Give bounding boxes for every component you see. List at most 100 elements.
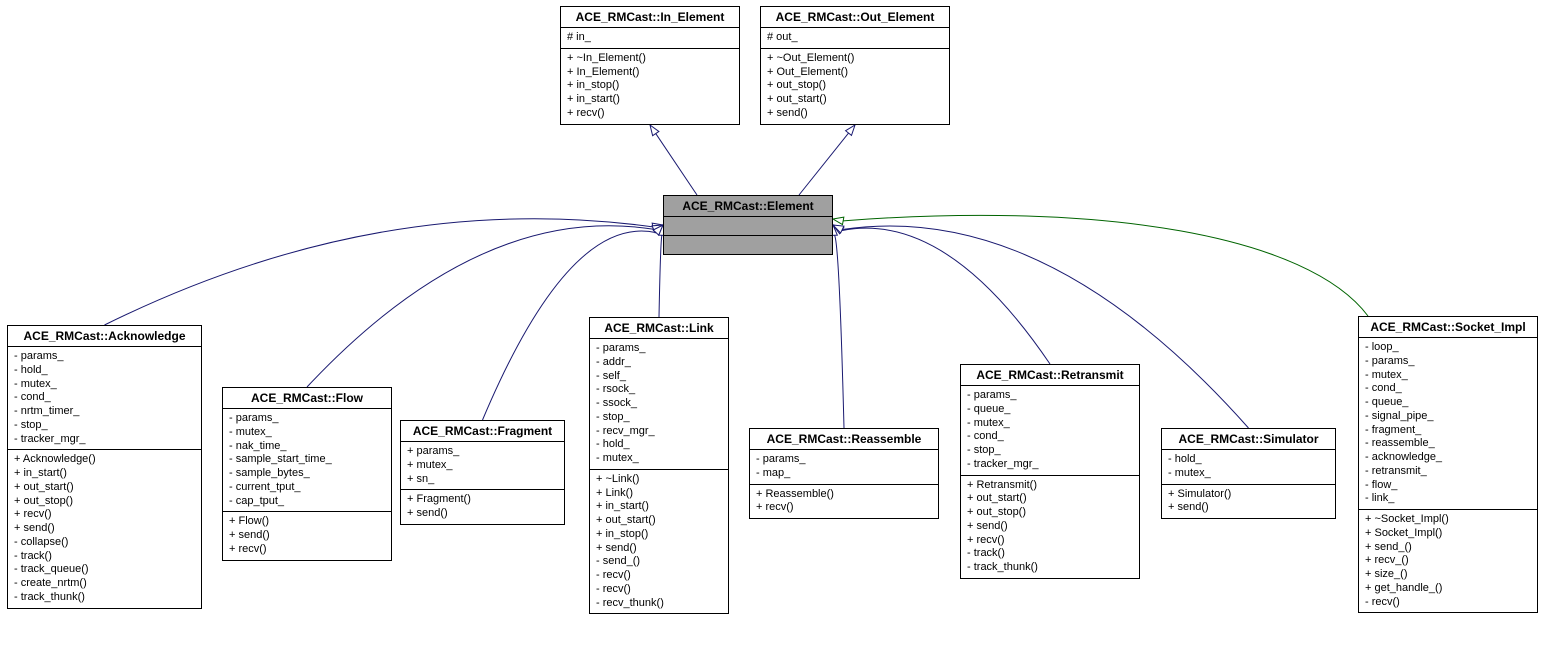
class-title: ACE_RMCast::Fragment — [401, 421, 564, 442]
operations-section: + Reassemble()+ recv() — [750, 485, 938, 519]
operation-line: - track() — [967, 547, 1133, 561]
attribute-line: - flow_ — [1365, 479, 1531, 493]
operations-section: + Simulator()+ send() — [1162, 485, 1335, 519]
class-box-fragment[interactable]: ACE_RMCast::Fragment+ params_+ mutex_+ s… — [400, 420, 565, 525]
operation-line: - recv() — [596, 583, 722, 597]
attribute-line: - retransmit_ — [1365, 465, 1531, 479]
attribute-line: - sample_bytes_ — [229, 467, 385, 481]
attribute-line: - ssock_ — [596, 397, 722, 411]
attribute-line: - mutex_ — [1365, 369, 1531, 383]
attribute-line: - params_ — [756, 453, 932, 467]
attribute-line: - params_ — [229, 412, 385, 426]
operation-line: + send() — [407, 507, 558, 521]
class-box-in_element[interactable]: ACE_RMCast::In_Element# in_+ ~In_Element… — [560, 6, 740, 125]
operation-line: + ~Link() — [596, 473, 722, 487]
operation-line: + send() — [14, 522, 195, 536]
operation-line: + in_stop() — [596, 528, 722, 542]
operation-line: + Link() — [596, 487, 722, 501]
class-box-flow[interactable]: ACE_RMCast::Flow- params_- mutex_- nak_t… — [222, 387, 392, 561]
operation-line: + ~Out_Element() — [767, 52, 943, 66]
operation-line: - recv() — [1365, 596, 1531, 610]
attribute-line: - params_ — [1365, 355, 1531, 369]
operations-section — [664, 236, 832, 254]
operation-line: - send_() — [596, 555, 722, 569]
operation-line: + out_stop() — [767, 79, 943, 93]
attributes-section: - hold_- mutex_ — [1162, 450, 1335, 485]
attribute-line: - signal_pipe_ — [1365, 410, 1531, 424]
operation-line: - track_thunk() — [967, 561, 1133, 575]
attributes-section: - params_- hold_- mutex_- cond_- nrtm_ti… — [8, 347, 201, 450]
operation-line: + Flow() — [229, 515, 385, 529]
attributes-section — [664, 217, 832, 236]
operation-line: + Socket_Impl() — [1365, 527, 1531, 541]
attribute-line: - cap_tput_ — [229, 495, 385, 509]
attributes-section: # in_ — [561, 28, 739, 49]
operation-line: + recv() — [967, 534, 1133, 548]
attributes-section: + params_+ mutex_+ sn_ — [401, 442, 564, 490]
attribute-line: - mutex_ — [596, 452, 722, 466]
operation-line: + recv() — [567, 107, 733, 121]
class-box-reassemble[interactable]: ACE_RMCast::Reassemble- params_- map_+ R… — [749, 428, 939, 519]
attributes-section: - loop_- params_- mutex_- cond_- queue_-… — [1359, 338, 1537, 510]
attributes-section: - params_- queue_- mutex_- cond_- stop_-… — [961, 386, 1139, 476]
class-box-retransmit[interactable]: ACE_RMCast::Retransmit- params_- queue_-… — [960, 364, 1140, 579]
attribute-line: - map_ — [756, 467, 932, 481]
attribute-line: # out_ — [767, 31, 943, 45]
operation-line: + out_stop() — [14, 495, 195, 509]
attribute-line: - stop_ — [14, 419, 195, 433]
operations-section: + Flow()+ send()+ recv() — [223, 512, 391, 559]
attribute-line: - loop_ — [1365, 341, 1531, 355]
class-title: ACE_RMCast::In_Element — [561, 7, 739, 28]
attribute-line: - cond_ — [1365, 382, 1531, 396]
attributes-section: - params_- mutex_- nak_time_- sample_sta… — [223, 409, 391, 512]
class-title: ACE_RMCast::Socket_Impl — [1359, 317, 1537, 338]
operations-section: + ~Out_Element()+ Out_Element()+ out_sto… — [761, 49, 949, 124]
operation-line: - track_thunk() — [14, 591, 195, 605]
operation-line: - recv_thunk() — [596, 597, 722, 611]
operation-line: + send() — [767, 107, 943, 121]
operation-line: + Fragment() — [407, 493, 558, 507]
class-box-out_element[interactable]: ACE_RMCast::Out_Element# out_+ ~Out_Elem… — [760, 6, 950, 125]
class-box-element[interactable]: ACE_RMCast::Element — [663, 195, 833, 255]
operations-section: + Fragment()+ send() — [401, 490, 564, 524]
class-title: ACE_RMCast::Flow — [223, 388, 391, 409]
attribute-line: - mutex_ — [1168, 467, 1329, 481]
attributes-section: - params_- addr_- self_- rsock_- ssock_-… — [590, 339, 728, 470]
attribute-line: + params_ — [407, 445, 558, 459]
attribute-line: - hold_ — [596, 438, 722, 452]
attribute-line: - tracker_mgr_ — [14, 433, 195, 447]
operation-line: - recv() — [596, 569, 722, 583]
attribute-line: + mutex_ — [407, 459, 558, 473]
attributes-section: # out_ — [761, 28, 949, 49]
attribute-line: # in_ — [567, 31, 733, 45]
operations-section: + ~In_Element()+ In_Element()+ in_stop()… — [561, 49, 739, 124]
class-box-simulator[interactable]: ACE_RMCast::Simulator- hold_- mutex_+ Si… — [1161, 428, 1336, 519]
operation-line: + send() — [1168, 501, 1329, 515]
attribute-line: - queue_ — [1365, 396, 1531, 410]
class-box-socket_impl[interactable]: ACE_RMCast::Socket_Impl- loop_- params_-… — [1358, 316, 1538, 613]
attribute-line: - current_tput_ — [229, 481, 385, 495]
operation-line: + send() — [596, 542, 722, 556]
operation-line: + recv() — [756, 501, 932, 515]
attributes-section: - params_- map_ — [750, 450, 938, 485]
operation-line: + Reassemble() — [756, 488, 932, 502]
operation-line: + Retransmit() — [967, 479, 1133, 493]
class-box-link[interactable]: ACE_RMCast::Link- params_- addr_- self_-… — [589, 317, 729, 614]
attribute-line: - cond_ — [14, 391, 195, 405]
operation-line: + in_start() — [567, 93, 733, 107]
operations-section: + ~Socket_Impl()+ Socket_Impl()+ send_()… — [1359, 510, 1537, 612]
attribute-line: - nak_time_ — [229, 440, 385, 454]
attribute-line: - mutex_ — [229, 426, 385, 440]
attribute-line: - stop_ — [596, 411, 722, 425]
class-box-acknowledge[interactable]: ACE_RMCast::Acknowledge- params_- hold_-… — [7, 325, 202, 609]
attribute-line: - link_ — [1365, 492, 1531, 506]
attribute-line: - params_ — [967, 389, 1133, 403]
operation-line: + ~In_Element() — [567, 52, 733, 66]
operation-line: + out_start() — [14, 481, 195, 495]
operations-section: + Acknowledge()+ in_start()+ out_start()… — [8, 450, 201, 607]
class-title: ACE_RMCast::Element — [664, 196, 832, 217]
attribute-line: - stop_ — [967, 444, 1133, 458]
operation-line: + send() — [967, 520, 1133, 534]
attribute-line: - fragment_ — [1365, 424, 1531, 438]
operation-line: + recv() — [229, 543, 385, 557]
